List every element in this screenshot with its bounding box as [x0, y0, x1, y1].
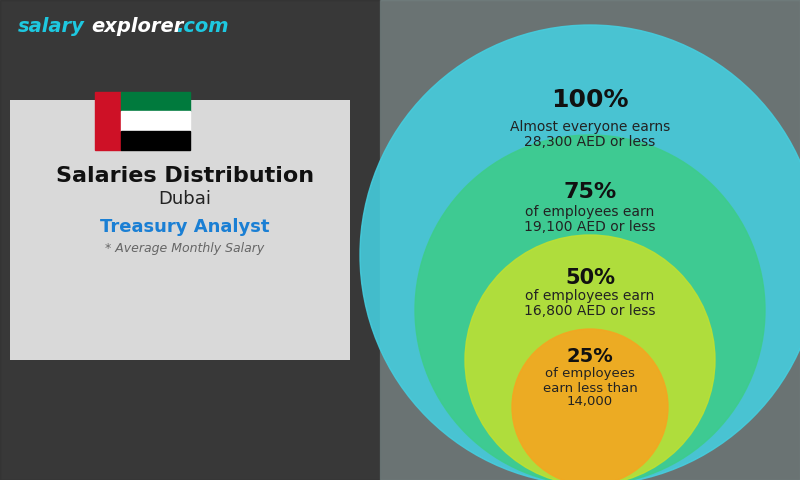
Text: salary: salary — [18, 17, 85, 36]
Bar — [121, 92, 190, 111]
Circle shape — [360, 25, 800, 480]
Text: 75%: 75% — [563, 182, 617, 202]
Text: of employees: of employees — [545, 368, 635, 381]
Text: 28,300 AED or less: 28,300 AED or less — [524, 135, 656, 149]
Circle shape — [465, 235, 715, 480]
Text: explorer: explorer — [91, 17, 183, 36]
Circle shape — [415, 135, 765, 480]
Text: Treasury Analyst: Treasury Analyst — [100, 218, 270, 236]
Text: .com: .com — [176, 17, 229, 36]
Text: earn less than: earn less than — [542, 382, 638, 395]
Bar — [95, 92, 121, 150]
Text: 100%: 100% — [551, 88, 629, 112]
Text: Salaries Distribution: Salaries Distribution — [56, 166, 314, 186]
Text: 14,000: 14,000 — [567, 396, 613, 408]
Text: of employees earn: of employees earn — [526, 205, 654, 219]
Bar — [10, 100, 350, 360]
Circle shape — [512, 329, 668, 480]
Text: 25%: 25% — [566, 348, 614, 367]
Bar — [121, 111, 190, 131]
Text: 50%: 50% — [565, 268, 615, 288]
Text: of employees earn: of employees earn — [526, 289, 654, 303]
Text: * Average Monthly Salary: * Average Monthly Salary — [106, 242, 265, 255]
Bar — [0, 0, 380, 480]
Text: Dubai: Dubai — [158, 190, 211, 208]
Text: 19,100 AED or less: 19,100 AED or less — [524, 220, 656, 234]
Text: Almost everyone earns: Almost everyone earns — [510, 120, 670, 134]
Bar — [121, 131, 190, 150]
Text: 16,800 AED or less: 16,800 AED or less — [524, 304, 656, 318]
Bar — [380, 0, 800, 480]
